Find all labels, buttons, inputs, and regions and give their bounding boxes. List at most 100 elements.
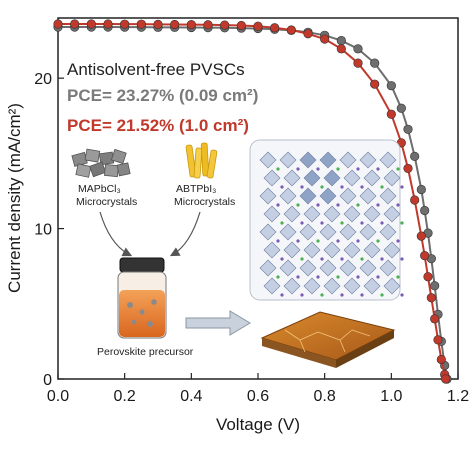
lattice-atom bbox=[276, 203, 280, 207]
lattice-atom bbox=[340, 221, 344, 225]
lattice-octahedron bbox=[303, 169, 321, 187]
crystal-structure-panel bbox=[249, 139, 404, 301]
lattice-octahedron bbox=[259, 223, 277, 241]
lattice-octahedron bbox=[279, 187, 297, 205]
lattice-atom bbox=[396, 275, 400, 279]
lattice-atom bbox=[280, 293, 284, 297]
lattice-atom bbox=[300, 185, 304, 189]
series-0-point bbox=[430, 281, 440, 291]
series-1-point bbox=[403, 163, 413, 174]
lattice-atom bbox=[340, 185, 344, 189]
lattice-octahedron bbox=[323, 277, 341, 295]
arrow-to-film bbox=[185, 310, 251, 336]
x-tick-label: 0.8 bbox=[314, 388, 336, 405]
precursor-vial-icon bbox=[117, 257, 167, 339]
series-1-point bbox=[423, 272, 433, 282]
lattice-octahedron bbox=[359, 259, 377, 277]
lattice-atom bbox=[320, 257, 324, 261]
lattice-octahedron bbox=[283, 205, 301, 223]
perovskite-film-icon bbox=[260, 311, 396, 368]
series-1-point bbox=[420, 251, 430, 261]
abtpbi3-formula: ABTPbI₃ bbox=[176, 183, 216, 195]
lattice-octahedron bbox=[339, 223, 357, 241]
lattice-atom bbox=[356, 275, 360, 279]
series-0-point bbox=[370, 58, 380, 68]
x-axis-ticks: 0.0 0.2 0.4 0.6 0.8 1.0 1.2 bbox=[47, 373, 469, 405]
lattice-octahedron bbox=[383, 205, 401, 223]
lattice-atom bbox=[300, 221, 304, 225]
lattice-octahedron bbox=[343, 241, 361, 259]
lattice-atom bbox=[300, 293, 304, 297]
lattice-atom bbox=[356, 203, 360, 207]
mapbcl3-label: Microcrystals bbox=[76, 196, 137, 208]
lattice-atom bbox=[296, 239, 300, 243]
y-tick-label: 0 bbox=[43, 372, 52, 389]
lattice-atom bbox=[376, 167, 380, 171]
y-tick-label: 20 bbox=[34, 71, 52, 88]
lattice-atom bbox=[320, 185, 324, 189]
lattice-atom bbox=[360, 293, 364, 297]
mapbcl3-crystals-icon bbox=[71, 148, 131, 178]
lattice-octahedron bbox=[339, 187, 357, 205]
series-1-point bbox=[86, 19, 96, 29]
series-1-point bbox=[203, 20, 213, 30]
lattice-atom bbox=[296, 203, 300, 207]
lattice-atom bbox=[380, 221, 384, 225]
series-1-point bbox=[220, 20, 230, 30]
pce-label-gray: PCE= 23.27% (0.09 cm²) bbox=[67, 86, 258, 105]
series-1-point bbox=[170, 19, 180, 30]
series-1-point bbox=[136, 19, 146, 29]
y-tick-label: 10 bbox=[34, 222, 52, 239]
series-1-point bbox=[53, 19, 63, 29]
lattice-atom bbox=[400, 257, 404, 261]
lattice-atom bbox=[316, 203, 320, 207]
lattice-atom bbox=[316, 239, 320, 243]
lattice-octahedron bbox=[299, 151, 317, 169]
lattice-octahedron bbox=[383, 169, 401, 187]
series-1-point bbox=[441, 374, 451, 384]
y-axis-label: Current density (mA/cm²) bbox=[5, 103, 24, 293]
lattice-atom bbox=[400, 221, 404, 225]
x-tick-label: 1.0 bbox=[380, 388, 402, 405]
x-axis-label: Voltage (V) bbox=[216, 415, 300, 434]
lattice-octahedron bbox=[363, 205, 381, 223]
series-1-point bbox=[70, 19, 80, 29]
lattice-atom bbox=[360, 185, 364, 189]
series-0-point bbox=[403, 124, 413, 134]
precursor-label: Perovskite precursor bbox=[97, 346, 194, 358]
lattice-octahedron bbox=[279, 151, 297, 169]
lattice-octahedron bbox=[299, 259, 317, 277]
series-0-point bbox=[410, 151, 420, 161]
lattice-octahedron bbox=[303, 241, 321, 259]
lattice-atom bbox=[300, 257, 304, 261]
lattice-atom bbox=[340, 293, 344, 297]
lattice-atom bbox=[276, 167, 280, 171]
lattice-octahedron bbox=[279, 259, 297, 277]
lattice-octahedron bbox=[383, 277, 401, 295]
series-1-point bbox=[153, 19, 163, 29]
lattice-octahedron bbox=[359, 187, 377, 205]
series-1-point bbox=[370, 79, 380, 89]
mapbcl3-formula: MAPbCl₃ bbox=[78, 183, 121, 195]
series-1-point bbox=[270, 23, 280, 33]
x-tick-label: 0.2 bbox=[114, 388, 136, 405]
lattice-atom bbox=[356, 239, 360, 243]
lattice-octahedron bbox=[263, 241, 281, 259]
lattice-atom bbox=[320, 293, 324, 297]
lattice-octahedron bbox=[259, 151, 277, 169]
series-1-point bbox=[186, 20, 196, 30]
lattice-octahedron bbox=[319, 259, 337, 277]
series-0-point bbox=[353, 44, 363, 54]
series-1-point bbox=[436, 354, 446, 365]
lattice-atom bbox=[376, 275, 380, 279]
series-1-point bbox=[236, 20, 246, 31]
lattice-atom bbox=[380, 185, 384, 189]
lattice-octahedron bbox=[303, 205, 321, 223]
series-1-point bbox=[386, 109, 396, 119]
lattice-atom bbox=[360, 221, 364, 225]
lattice-octahedron bbox=[263, 277, 281, 295]
series-0-point bbox=[416, 184, 426, 195]
lattice-atom bbox=[316, 275, 320, 279]
lattice-octahedron bbox=[299, 187, 317, 205]
